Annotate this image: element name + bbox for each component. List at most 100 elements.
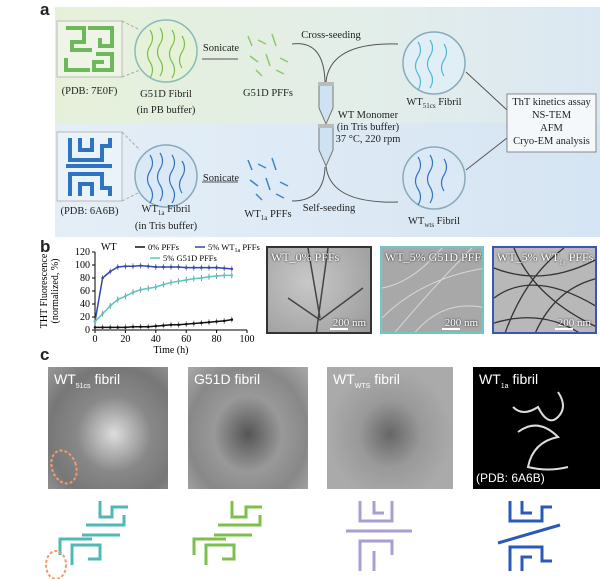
panel-b-label: b: [40, 237, 51, 256]
wt1a-fibril-label: WT1a Fibril: [141, 204, 191, 218]
wt1a-fibril-circle: [134, 144, 198, 208]
to-wt51cs-arrow: [325, 43, 399, 83]
legend-label: 0% PFFs: [148, 242, 179, 252]
y-tick-label: 120: [75, 247, 90, 258]
data-point: [200, 276, 203, 280]
wt1a-pffs-fragments: [247, 157, 289, 201]
fibril-helices: [146, 27, 448, 206]
data-point: [139, 325, 142, 329]
data-point: [108, 304, 112, 308]
panel-c-label: c: [40, 345, 50, 364]
pdb-label: (PDB: 6A6B): [476, 471, 545, 485]
cross-seeding-label: Cross-seeding: [301, 30, 361, 41]
data-point: [139, 288, 142, 291]
g51d-fold-icon: [192, 501, 262, 565]
data-point: [177, 323, 180, 327]
wt51cs-fold-icon: [58, 501, 128, 565]
wtwts-fold-icon: [346, 501, 412, 571]
data-point: [215, 266, 218, 269]
scale-bar: [555, 328, 573, 330]
y-tick-label: 60: [80, 286, 90, 297]
wtwts-fibril-label: WTwts Fibril: [407, 216, 461, 230]
fibril-strands: [382, 248, 482, 332]
data-point: [162, 324, 165, 327]
wt1a-fold-icon: [497, 501, 561, 571]
data-point: [207, 266, 211, 269]
data-point: [207, 275, 211, 278]
data-point: [101, 326, 104, 329]
data-point: [230, 267, 234, 271]
backbone-trace: [512, 391, 569, 471]
highlight-ellipse: [45, 550, 67, 579]
cross-seeding-arrow: [291, 43, 326, 83]
data-point: [146, 265, 150, 268]
data-point: [230, 318, 234, 321]
tem-label: WT_0% PFFs: [271, 250, 340, 264]
g51d-pffs-fragments: [247, 33, 289, 77]
y-tick-label: 40: [80, 299, 90, 310]
analysis-box: [506, 93, 597, 153]
data-point: [154, 285, 158, 289]
data-point: [230, 274, 234, 277]
data-point: [200, 321, 203, 325]
data-point: [101, 276, 104, 280]
data-point: [192, 266, 196, 269]
data-point: [131, 265, 135, 268]
legend-label: 5% WT1a PFFs: [208, 242, 260, 254]
data-point: [108, 270, 112, 273]
data-point: [154, 265, 158, 269]
analysis-item: NS-TEM: [531, 110, 572, 121]
wt1a-fibril-buffer: (in Tris buffer): [134, 221, 198, 232]
data-point: [169, 323, 173, 327]
self-seeding-arrow: [291, 166, 326, 202]
data-point: [131, 291, 135, 294]
highlight-ellipse: [50, 449, 78, 485]
data-point: [184, 322, 188, 326]
analysis-item: AFM: [540, 123, 563, 134]
fold-schematics: [45, 501, 561, 579]
legend-label: 5% G51D PFFs: [163, 253, 217, 263]
data-point: [116, 326, 120, 329]
data-point: [162, 265, 165, 269]
g51d-pffs-label: G51D PFFs: [243, 88, 293, 99]
monomer-label: WT Monomer: [337, 110, 399, 121]
map-label: WT1a fibril: [479, 371, 539, 390]
data-point: [131, 325, 135, 329]
monomer-conditions: 37 °C, 220 rpm: [335, 134, 401, 145]
x-tick-label: 60: [181, 334, 191, 345]
g51d-fibril-circle: [134, 19, 198, 83]
data-point: [169, 281, 173, 284]
y-axis-label: (normalized, %): [50, 259, 61, 324]
sonicate-label-top: Sonicate: [202, 43, 240, 54]
scale-label: 200 nm: [444, 317, 478, 329]
tem-label: WT_5% G51D PFFs: [385, 250, 484, 264]
wtwts-fibril-circle: [402, 146, 466, 210]
data-point: [93, 326, 97, 329]
data-point: [169, 265, 173, 269]
series-line: [94, 264, 232, 322]
data-point: [215, 320, 218, 323]
data-point: [146, 325, 150, 329]
data-point: [124, 294, 127, 298]
data-point: [184, 266, 188, 269]
data-point: [162, 283, 165, 286]
analysis-item: Cryo-EM analysis: [513, 136, 590, 147]
tem-image-wt-0: WT_0% PFFs 200 nm: [266, 246, 372, 334]
y-tick-label: 20: [80, 312, 90, 323]
tem-image-wt-5-g51d: WT_5% G51D PFFs 200 nm: [380, 246, 484, 334]
g51d-pdb-label: (PDB: 7E0F): [61, 86, 118, 97]
scale-label: 200 nm: [557, 317, 591, 329]
to-wtwts-arrow: [325, 165, 399, 203]
cryoem-map-wtwts: WTWTS fibril: [327, 367, 453, 489]
sonicate-label-bottom: Sonicate: [202, 173, 240, 184]
x-tick-label: 20: [120, 334, 130, 345]
model-wt1a: WT1a fibril (PDB: 6A6B): [473, 367, 600, 489]
tube-icon: [318, 82, 334, 168]
cryoem-map-g51d: G51D fibril: [188, 367, 308, 489]
data-point: [146, 287, 150, 290]
data-point: [222, 274, 226, 277]
map-label: G51D fibril: [194, 371, 261, 387]
self-seeding-label: Self-seeding: [302, 203, 356, 214]
wt1a-pdb-label: (PDB: 6A6B): [60, 206, 119, 217]
